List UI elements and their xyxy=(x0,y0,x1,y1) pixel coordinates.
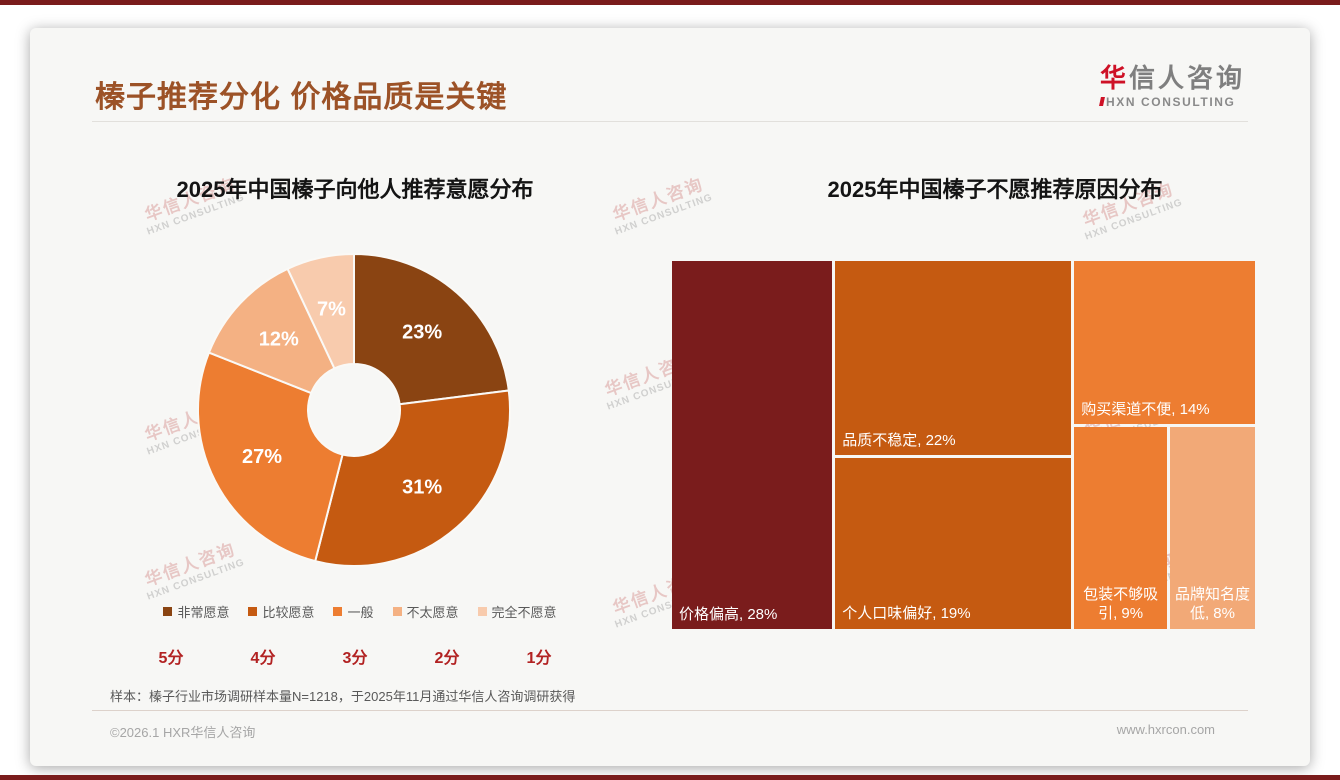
legend-marker-icon xyxy=(163,607,173,616)
logo-chinese-text: 华信人咨询 xyxy=(1100,64,1245,93)
logo-english-text: HXN CONSULTING xyxy=(1099,95,1245,109)
treemap-chart: 价格偏高, 28% 品质不稳定, 22% 个人口味偏好, 19% 购买渠道不便, 14… xyxy=(672,261,1255,629)
donut-data-label: 31% xyxy=(402,476,442,498)
treemap-block-5: 品牌知名度低, 8% xyxy=(1169,427,1255,629)
score-row: 5分 4分 3分 2分 1分 xyxy=(125,644,585,668)
score-label-0: 5分 xyxy=(158,650,184,667)
treemap-label: 品质不稳定, 22% xyxy=(842,431,956,449)
donut-slice-4 xyxy=(286,253,355,370)
treemap-block-3: 购买渠道不便, 14% xyxy=(1074,261,1255,425)
footer-website: www.hxrcon.com xyxy=(1116,722,1215,737)
bottom-accent-bar xyxy=(0,775,1340,780)
legend-marker-icon xyxy=(248,607,258,616)
donut-slice-1 xyxy=(314,389,511,567)
treemap-block-0: 价格偏高, 28% xyxy=(672,261,833,629)
sample-note: 样本：榛子行业市场调研样本量N=1218，于2025年11月通过华信人咨询调研获… xyxy=(110,689,576,704)
slide-card: 华信人咨询 HXN CONSULTING 华信人咨询 HXN CONSULTING 华信… xyxy=(30,28,1310,766)
legend-marker-icon xyxy=(392,607,402,616)
treemap-block-1: 品质不稳定, 22% xyxy=(835,261,1072,456)
score-label-2: 3分 xyxy=(342,650,368,667)
top-accent-bar xyxy=(0,0,1340,5)
footer-copyright: ©2026.1 HXR华信人咨询 xyxy=(110,725,256,740)
legend-marker-icon xyxy=(477,607,487,616)
legend-label: 不太愿意 xyxy=(406,605,459,620)
legend-label: 比较愿意 xyxy=(262,605,315,620)
donut-chart: 23% 31% 27% 12% 7% xyxy=(184,240,524,580)
treemap-block-4: 包装不够吸引, 9% xyxy=(1074,427,1167,629)
legend-item-1: 比较愿意 xyxy=(248,602,314,621)
page-title: 榛子推荐分化 价格品质是关键 xyxy=(95,81,508,114)
legend-label: 完全不愿意 xyxy=(491,605,557,620)
donut-data-label: 7% xyxy=(317,298,346,320)
treemap-label: 购买渠道不便, 14% xyxy=(1081,400,1210,418)
donut-slice-2 xyxy=(197,351,344,563)
logo-red-mark-icon xyxy=(1099,97,1105,107)
donut-data-label: 23% xyxy=(402,322,442,344)
donut-legend: 非常愿意 比较愿意 一般 不太愿意 完全不愿意 xyxy=(110,602,610,621)
legend-label: 非常愿意 xyxy=(177,605,230,620)
company-logo: 华信人咨询 HXN CONSULTING xyxy=(1099,64,1245,109)
footer-divider xyxy=(92,710,1248,711)
logo-accent-char: 华 xyxy=(1099,63,1129,93)
treemap-block-2: 个人口味偏好, 19% xyxy=(835,458,1072,629)
treemap-label: 个人口味偏好, 19% xyxy=(842,605,971,623)
treemap-label: 价格偏高, 28% xyxy=(679,605,778,623)
legend-item-4: 完全不愿意 xyxy=(477,602,557,621)
legend-marker-icon xyxy=(333,607,343,616)
header-divider xyxy=(92,121,1248,122)
legend-item-3: 不太愿意 xyxy=(392,602,459,621)
donut-data-label: 12% xyxy=(259,328,299,350)
treemap-chart-title: 2025年中国榛子不愿推荐原因分布 xyxy=(827,177,1163,202)
logo-rest-chars: 信人咨询 xyxy=(1128,63,1245,93)
score-label-1: 4分 xyxy=(250,650,276,667)
treemap-label: 包装不够吸引, 9% xyxy=(1083,585,1159,623)
legend-item-2: 一般 xyxy=(333,602,374,621)
legend-item-0: 非常愿意 xyxy=(163,602,229,621)
donut-data-label: 27% xyxy=(242,446,282,468)
donut-chart-title: 2025年中国榛子向他人推荐意愿分布 xyxy=(176,177,534,202)
score-label-3: 2分 xyxy=(434,650,460,667)
legend-label: 一般 xyxy=(347,605,374,620)
treemap-label: 品牌知名度低, 8% xyxy=(1174,585,1250,623)
score-label-4: 1分 xyxy=(526,650,552,667)
donut-slice-3 xyxy=(207,267,336,395)
donut-slice-0 xyxy=(353,253,510,406)
